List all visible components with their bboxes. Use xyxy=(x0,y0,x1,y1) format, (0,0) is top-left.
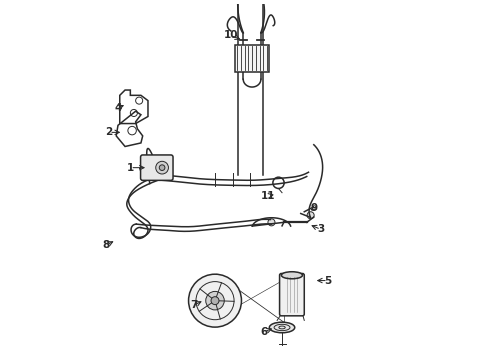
Ellipse shape xyxy=(281,272,302,279)
Text: 10: 10 xyxy=(223,30,238,40)
Text: 3: 3 xyxy=(317,224,324,234)
Circle shape xyxy=(156,161,169,174)
Text: 2: 2 xyxy=(105,127,113,138)
Circle shape xyxy=(206,291,224,310)
Circle shape xyxy=(307,212,314,219)
Circle shape xyxy=(211,297,219,305)
Text: 7: 7 xyxy=(190,300,197,310)
FancyBboxPatch shape xyxy=(141,155,173,180)
FancyBboxPatch shape xyxy=(235,45,269,72)
Text: 6: 6 xyxy=(261,327,268,337)
Text: 1: 1 xyxy=(127,163,134,173)
Circle shape xyxy=(159,165,165,171)
Text: 11: 11 xyxy=(261,191,275,201)
Text: 9: 9 xyxy=(310,203,318,213)
Text: 8: 8 xyxy=(102,240,109,250)
Text: 4: 4 xyxy=(114,103,122,113)
Text: 5: 5 xyxy=(324,275,332,285)
FancyBboxPatch shape xyxy=(280,274,304,316)
Circle shape xyxy=(268,219,275,226)
Ellipse shape xyxy=(270,322,295,333)
Circle shape xyxy=(189,274,242,327)
